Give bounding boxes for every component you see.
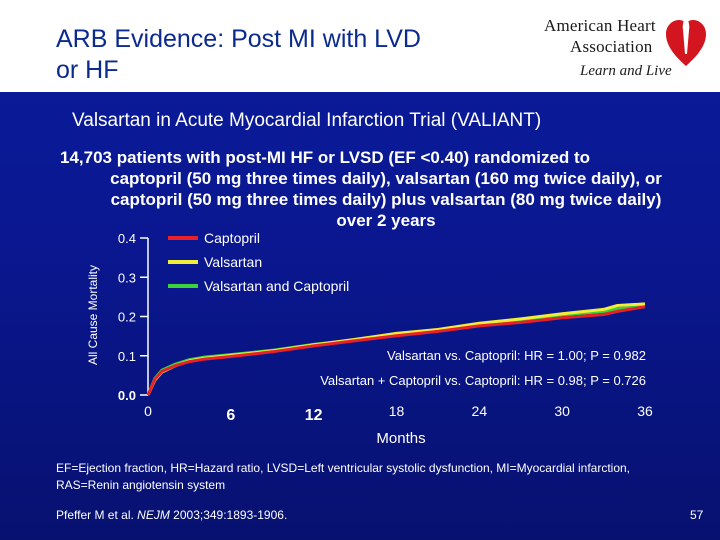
y-tick-label: 0.2 [118, 310, 136, 325]
description-line-3: captopril (50 mg three times daily) plus… [110, 190, 662, 209]
heart-torch-icon [666, 16, 706, 66]
x-tick-label: 30 [554, 403, 570, 419]
description-line-4: over 2 years [336, 211, 436, 230]
trial-subtitle: Valsartan in Acute Myocardial Infarction… [72, 110, 542, 131]
x-tick-label: 36 [637, 403, 653, 419]
legend-label-valsartan: Valsartan [204, 254, 262, 270]
slide-title: ARB Evidence: Post MI with LVD or HF [56, 24, 526, 86]
x-tick-label: 18 [389, 403, 405, 419]
citation: Pfeffer M et al. NEJM 2003;349:1893-1906… [56, 508, 287, 522]
x-tick-label: 6 [226, 407, 235, 424]
logo-tagline: Learn and Live [580, 63, 672, 79]
trial-description: 14,703 patients with post-MI HF or LVSD … [56, 147, 716, 231]
abbreviations-footnote: EF=Ejection fraction, HR=Hazard ratio, L… [56, 461, 631, 492]
logo-text-line-1: American Heart [544, 16, 656, 35]
citation-authors: Pfeffer M et al. [56, 508, 134, 522]
x-tick-label: 24 [472, 403, 488, 419]
aha-logo: American Heart Association Learn and Liv… [540, 6, 715, 88]
series-line-captopril [146, 305, 646, 396]
page-number: 57 [690, 508, 704, 522]
citation-details: 2003;349:1893-1906. [173, 508, 288, 522]
x-tick-label: 0 [144, 403, 152, 419]
y-tick-label: 0.0 [118, 388, 136, 403]
title-line-1: ARB Evidence: Post MI with LVD [56, 25, 421, 53]
header-bar: ARB Evidence: Post MI with LVD or HF Ame… [0, 0, 720, 92]
y-axis-label: All Cause Mortality [86, 265, 100, 365]
description-line-2: captopril (50 mg three times daily), val… [110, 169, 662, 188]
logo-text-line-2: Association [570, 37, 653, 56]
hr-annotation-valsartan: Valsartan vs. Captopril: HR = 1.00; P = … [387, 348, 646, 363]
y-tick-label: 0.4 [118, 231, 136, 246]
citation-journal: NEJM [137, 508, 170, 522]
y-tick-label: 0.3 [118, 270, 136, 285]
legend-label-captopril: Captopril [204, 230, 260, 246]
description-line-1: 14,703 patients with post-MI HF or LVSD … [60, 148, 591, 167]
y-tick-label: 0.1 [118, 349, 136, 364]
x-axis-label: Months [376, 430, 425, 447]
title-line-2: or HF [56, 56, 119, 84]
x-tick-label: 12 [305, 407, 323, 424]
hr-annotation-combo: Valsartan + Captopril vs. Captopril: HR … [320, 373, 646, 388]
legend-label-combo: Valsartan and Captopril [204, 278, 349, 294]
